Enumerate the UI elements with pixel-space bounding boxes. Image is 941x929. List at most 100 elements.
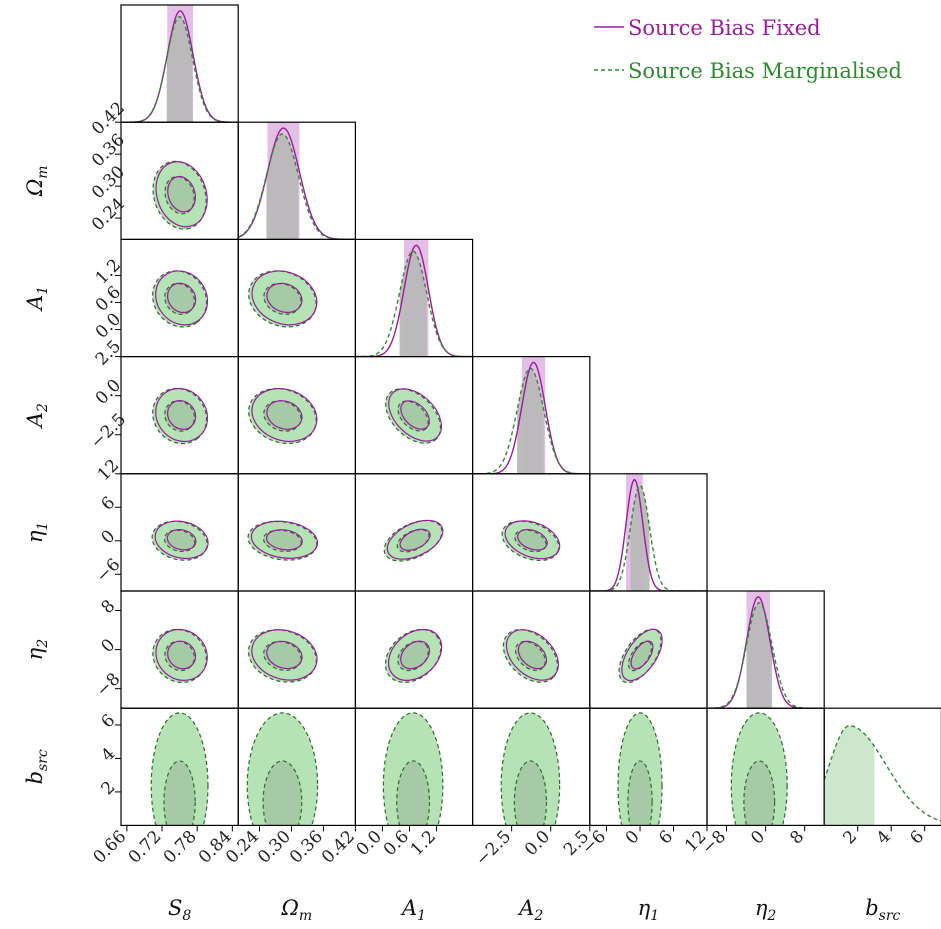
panel-eta1-vs-S8 [115, 473, 239, 592]
panel-bsrc-vs-A1 [354, 707, 474, 832]
y-axis-label-Om: Ωm [23, 165, 51, 197]
contour95-fixed-A2-eta2 [505, 629, 559, 681]
contour68-fixed-S8-eta2 [167, 640, 197, 670]
contour68-fixed-A1-eta1 [399, 528, 431, 551]
panel-A2-vs-A1 [354, 356, 474, 475]
contour68-marg-A1-eta1 [396, 529, 430, 553]
legend-fixed-label: Source Bias Fixed [628, 16, 821, 40]
legend-marginalised-label: Source Bias Marginalised [628, 59, 902, 83]
marginal-A1-marginalised [355, 250, 473, 357]
y-tick-label-Om: 0.36 [88, 130, 129, 171]
contour68-fixed-A2-eta2 [517, 640, 548, 670]
x-tick-label-A1: 1.2 [407, 827, 440, 860]
shade-bsrc [824, 725, 875, 826]
y-tick-label-eta1: 12 [94, 456, 123, 485]
contour95-marg-A2-bsrc [500, 712, 561, 826]
shade-Om [266, 133, 299, 240]
y-axis-label-eta2: η2 [23, 639, 51, 661]
contour68-marg-eta1-eta2 [627, 640, 653, 672]
contour95-fixed-Om-eta2 [251, 629, 318, 681]
x-axis-label-eta2: η2 [755, 896, 777, 924]
panel-A1-vs-Om [237, 238, 356, 358]
contour68-fixed-S8-eta1 [166, 529, 197, 551]
panel-Om-vs-Om [237, 121, 356, 240]
shade-eta2 [746, 602, 772, 709]
contour95-fixed-Om-A1 [251, 270, 318, 326]
contour68-marg-eta1-bsrc [627, 760, 653, 826]
contour68-fill-eta1-bsrc [627, 760, 653, 826]
contour95-fixed-A1-eta2 [387, 628, 443, 681]
contour68-fixed-Om-eta1 [265, 529, 303, 551]
contour68-fixed-Om-A1 [266, 282, 303, 314]
x-axis-label-Om: Ωm [280, 896, 312, 924]
y-tick-label-Om: 0.24 [88, 194, 129, 235]
x-tick-label-eta2: −8 [698, 827, 730, 859]
x-axis-label-S8: S8 [168, 896, 191, 924]
contour95-marg-S8-bsrc [150, 712, 209, 826]
y-tick-label-eta2: 0 [98, 635, 120, 657]
x-axis-label-A2: A2 [517, 896, 543, 924]
contour68-fixed-S8-Om [167, 175, 197, 213]
contour95-fixed-S8-Om [155, 161, 208, 228]
contour95-fixed-S8-eta1 [154, 520, 209, 560]
contour95-marg-S8-Om [152, 160, 207, 230]
contour68-fixed-eta1-eta2 [630, 640, 654, 670]
legend: Source Bias Fixed Source Bias Marginalis… [594, 16, 902, 83]
y-axis-label-bsrc: bsrc [23, 749, 51, 784]
contour68-fixed-A1-A2 [400, 400, 430, 430]
y-tick-label-bsrc: 6 [98, 711, 120, 733]
y-tick-label-eta2: −8 [93, 669, 125, 701]
panel-bsrc-vs-A2 [472, 707, 591, 832]
x-tick-label-A2: 0.0 [521, 827, 554, 860]
y-tick-label-A2: 2.5 [92, 336, 125, 369]
contour68-marg-S8-eta1 [163, 529, 196, 553]
contour68-marg-Om-eta1 [262, 529, 302, 552]
contour95-marg-eta1-bsrc [617, 712, 663, 826]
y-tick-label-eta1: 6 [98, 493, 120, 515]
contour68-marg-eta2-bsrc [743, 760, 776, 826]
panel-eta1-vs-eta1 [589, 473, 708, 592]
panel-A2-vs-A2 [472, 356, 591, 475]
panel-A2-vs-S8 [115, 356, 239, 475]
contour68-fill-Om-A1 [263, 283, 301, 315]
x-tick-label-A2: −2.5 [472, 827, 515, 870]
contour95-marg-Om-bsrc [246, 712, 319, 826]
contour68-marg-S8-Om [164, 175, 195, 215]
contour68-fixed-Om-eta2 [266, 640, 303, 670]
contour68-fill-eta1-eta2 [628, 641, 652, 671]
y-tick-label-eta1: 0 [98, 526, 120, 548]
y-tick-label-bsrc: 4 [98, 744, 120, 766]
contour95-fixed-A1-A2 [388, 388, 443, 442]
marginal-S8-fixed [121, 10, 239, 123]
contour68-fill-S8-A2 [164, 400, 195, 432]
contour95-marg-A1-eta1 [383, 519, 443, 562]
panel-eta1-vs-A1 [354, 473, 474, 592]
shade-S8 [166, 16, 193, 123]
x-tick-label-Om: 0.36 [286, 827, 327, 868]
y-axis-labels: 0.240.300.360.420.00.61.2−2.50.02.5−6061… [23, 98, 130, 799]
contour95-marg-S8-A1 [152, 270, 208, 328]
y-axis-label-eta1: η1 [23, 522, 51, 544]
y-tick-label-A2: 0.0 [92, 375, 125, 408]
marginal-A2-marginalised [472, 367, 590, 474]
y-tick-label-Om: 0.42 [88, 98, 129, 139]
contour68-fill-Om-bsrc [263, 760, 302, 826]
x-tick-label-Om: 0.30 [254, 827, 295, 868]
contour95-fixed-eta1-eta2 [621, 628, 663, 682]
contour68-fill-A2-bsrc [514, 760, 547, 826]
y-tick-label-eta1: −6 [93, 555, 125, 587]
y-tick-label-A1: 1.2 [92, 255, 125, 288]
x-tick-label-S8: 0.66 [89, 827, 130, 868]
panel-bsrc-vs-Om [237, 707, 356, 832]
x-axis-labels: 0.660.720.780.840.240.300.360.420.00.61.… [89, 827, 928, 924]
panel-bsrc-vs-bsrc [823, 707, 941, 832]
contour68-fill-A2-eta1 [514, 529, 547, 552]
contour68-fixed-A1-eta2 [400, 640, 431, 670]
panel-A1-vs-S8 [115, 238, 239, 358]
contour68-fill-S8-eta2 [164, 641, 195, 671]
panel-eta1-vs-Om [237, 473, 356, 592]
panel-frame [823, 707, 941, 827]
contour68-marg-S8-A1 [164, 282, 196, 315]
shade-eta1 [630, 485, 650, 591]
contour68-marg-A2-bsrc [513, 760, 548, 826]
